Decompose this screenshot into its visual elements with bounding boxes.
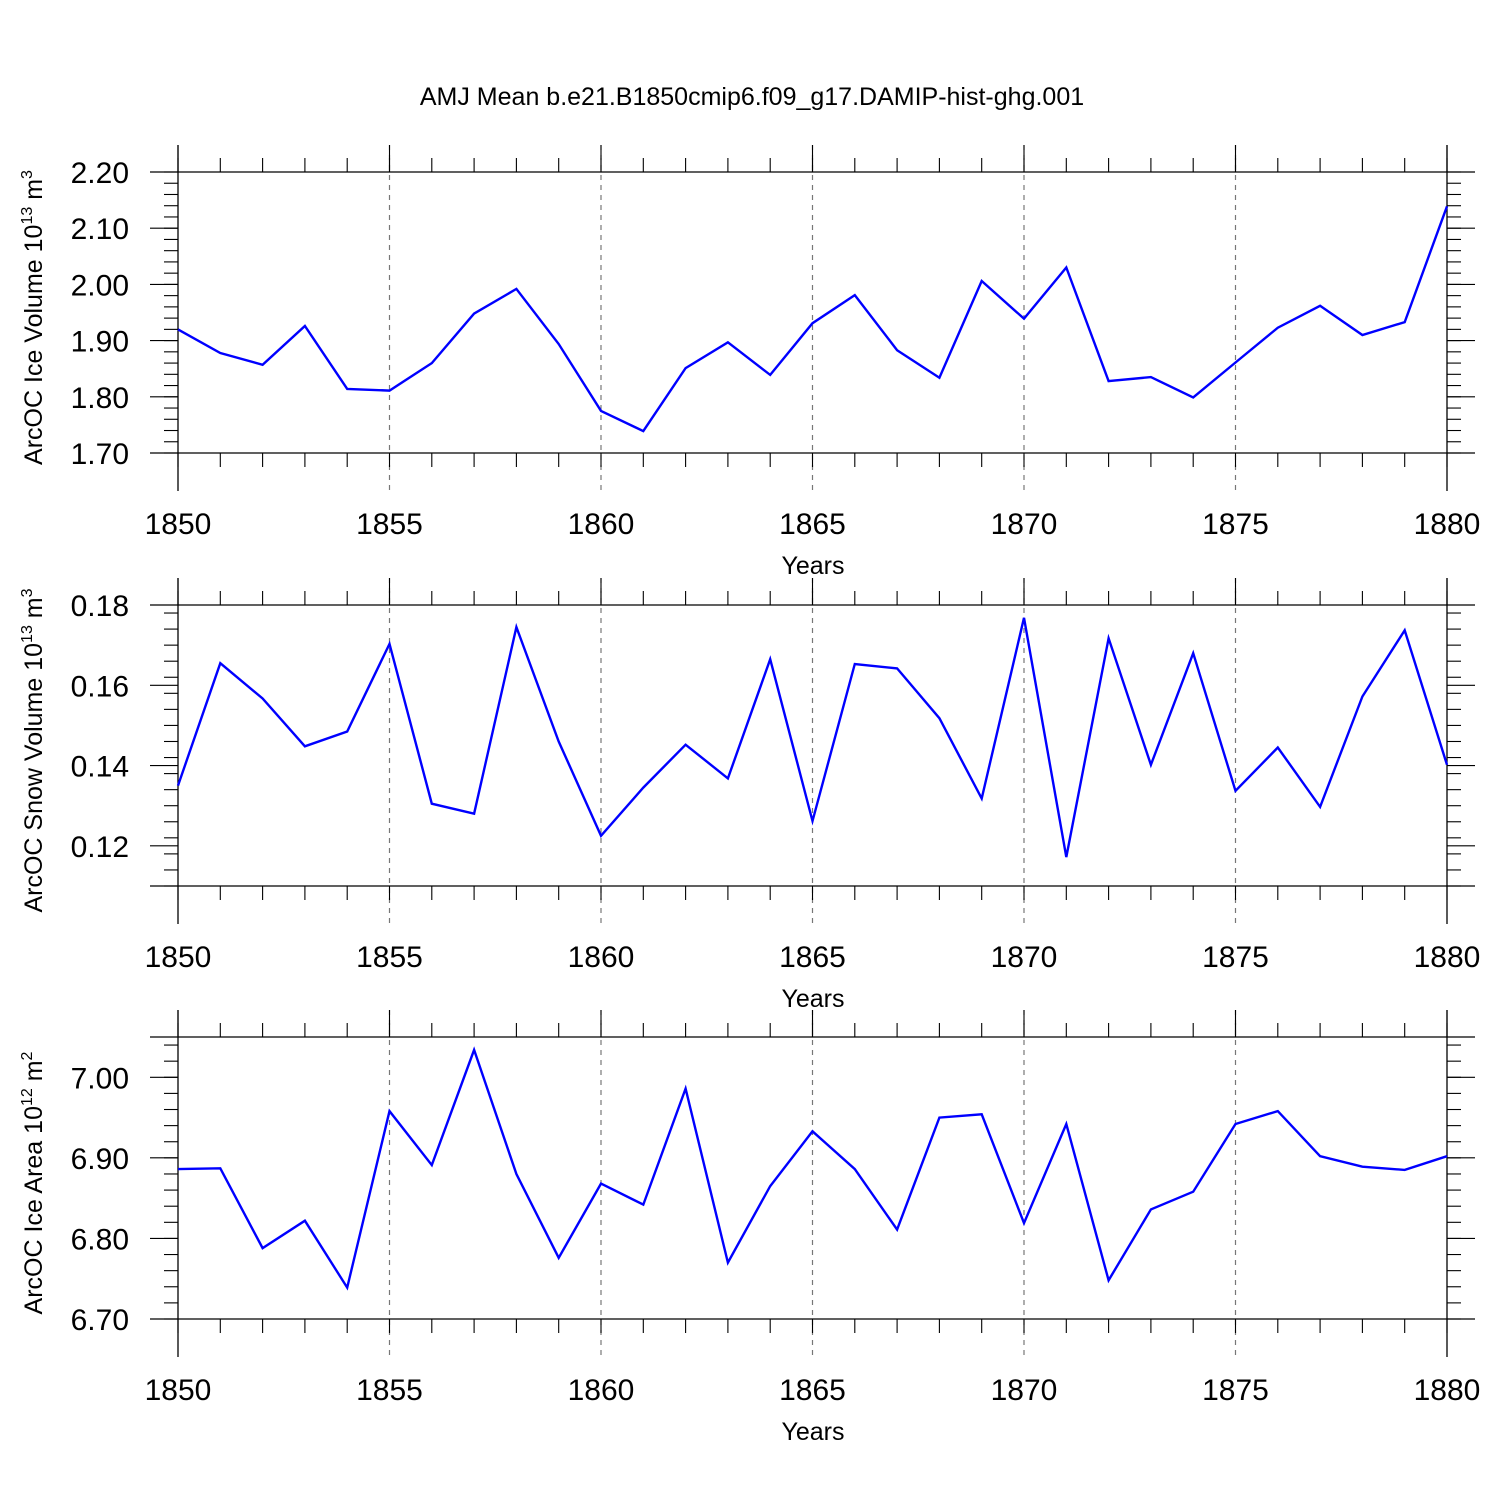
x-tick-label: 1860 [568, 1374, 635, 1407]
x-tick-label: 1865 [779, 508, 846, 541]
y-axis-label: ArcOC Ice Volume 1013 m3 [19, 170, 48, 465]
x-tick-label: 1880 [1414, 1374, 1481, 1407]
y-tick-label: 7.00 [71, 1062, 129, 1095]
y-tick-label: 6.80 [71, 1223, 129, 1256]
x-tick-label: 1855 [356, 941, 423, 974]
y-tick-label: 1.90 [71, 326, 129, 359]
panel-ice-volume: 1850 1855 1860 1865 1870 1875 1880 Years 1.70 1.8… [19, 145, 1480, 580]
x-tick-label: 1880 [1414, 508, 1481, 541]
y-axis-label-unit-exponent: 2 [19, 1051, 36, 1060]
y-tick-label: 2.00 [71, 269, 129, 302]
series-line-ice-area [177, 1046, 1448, 1291]
y-tick-label: 0.14 [71, 751, 129, 784]
x-tick-label: 1875 [1202, 508, 1269, 541]
y-tick-label: 1.80 [71, 382, 129, 415]
figure-title: AMJ Mean b.e21.B1850cmip6.f09_g17.DAMIP-… [420, 83, 1084, 111]
y-axis-label: ArcOC Ice Area 1012 m2 [19, 1051, 48, 1314]
panels-container: 1850 1855 1860 1865 1870 1875 1880 Years 1.70 1.8… [19, 145, 1480, 1446]
y-tick-label: 0.18 [71, 590, 129, 623]
y-axis-label-unit: m [20, 597, 48, 625]
y-axis-label-exponent: 12 [19, 1088, 36, 1106]
series-line-ice-volume [177, 205, 1449, 433]
y-axis-label: ArcOC Snow Volume 1013 m3 [19, 588, 48, 912]
y-tick-label: 1.70 [71, 438, 129, 471]
y-axis-label-text: ArcOC Ice Volume 10 [20, 225, 48, 465]
y-tick-label: 2.10 [71, 213, 129, 246]
x-tick-label: 1870 [991, 1374, 1058, 1407]
x-tick-label: 1855 [356, 1374, 423, 1407]
panel-snow-volume: 1850 1855 1860 1865 1870 1875 1880 Years 0.12 0.1… [19, 578, 1480, 1013]
x-tick-label: 1875 [1202, 941, 1269, 974]
y-axis-label-text: ArcOC Ice Area 10 [20, 1106, 48, 1314]
panel-ice-area: 1850 1855 1860 1865 1870 1875 1880 Years 6.70 6.8… [19, 1010, 1480, 1446]
x-tick-label: 1870 [991, 508, 1058, 541]
y-axis-label-unit: m [20, 179, 48, 207]
y-axis-label-unit: m [20, 1060, 48, 1088]
y-axis-label-exponent: 13 [19, 625, 36, 643]
y-tick-label: 6.70 [71, 1304, 129, 1337]
y-tick-label: 2.20 [71, 157, 129, 190]
y-axis-label-unit-exponent: 3 [19, 588, 36, 597]
x-tick-label: 1850 [145, 508, 212, 541]
y-axis-label-exponent: 13 [19, 207, 36, 225]
x-tick-label: 1880 [1414, 941, 1481, 974]
x-axis-label: Years [781, 1418, 844, 1446]
y-tick-label: 0.16 [71, 670, 129, 703]
y-axis-label-text: ArcOC Snow Volume 10 [20, 643, 48, 913]
x-tick-label: 1860 [568, 508, 635, 541]
x-tick-label: 1875 [1202, 1374, 1269, 1407]
x-tick-label: 1855 [356, 508, 423, 541]
y-tick-label: 6.90 [71, 1143, 129, 1176]
x-tick-label: 1850 [145, 941, 212, 974]
x-tick-label: 1870 [991, 941, 1058, 974]
x-tick-label: 1865 [779, 1374, 846, 1407]
x-axis-label: Years [781, 552, 844, 580]
series-line-snow-volume [176, 617, 1449, 858]
x-tick-label: 1865 [779, 941, 846, 974]
y-axis-label-unit-exponent: 3 [19, 170, 36, 179]
x-tick-label: 1850 [145, 1374, 212, 1407]
y-tick-label: 0.12 [71, 831, 129, 864]
x-axis-label: Years [781, 985, 844, 1013]
x-tick-label: 1860 [568, 941, 635, 974]
